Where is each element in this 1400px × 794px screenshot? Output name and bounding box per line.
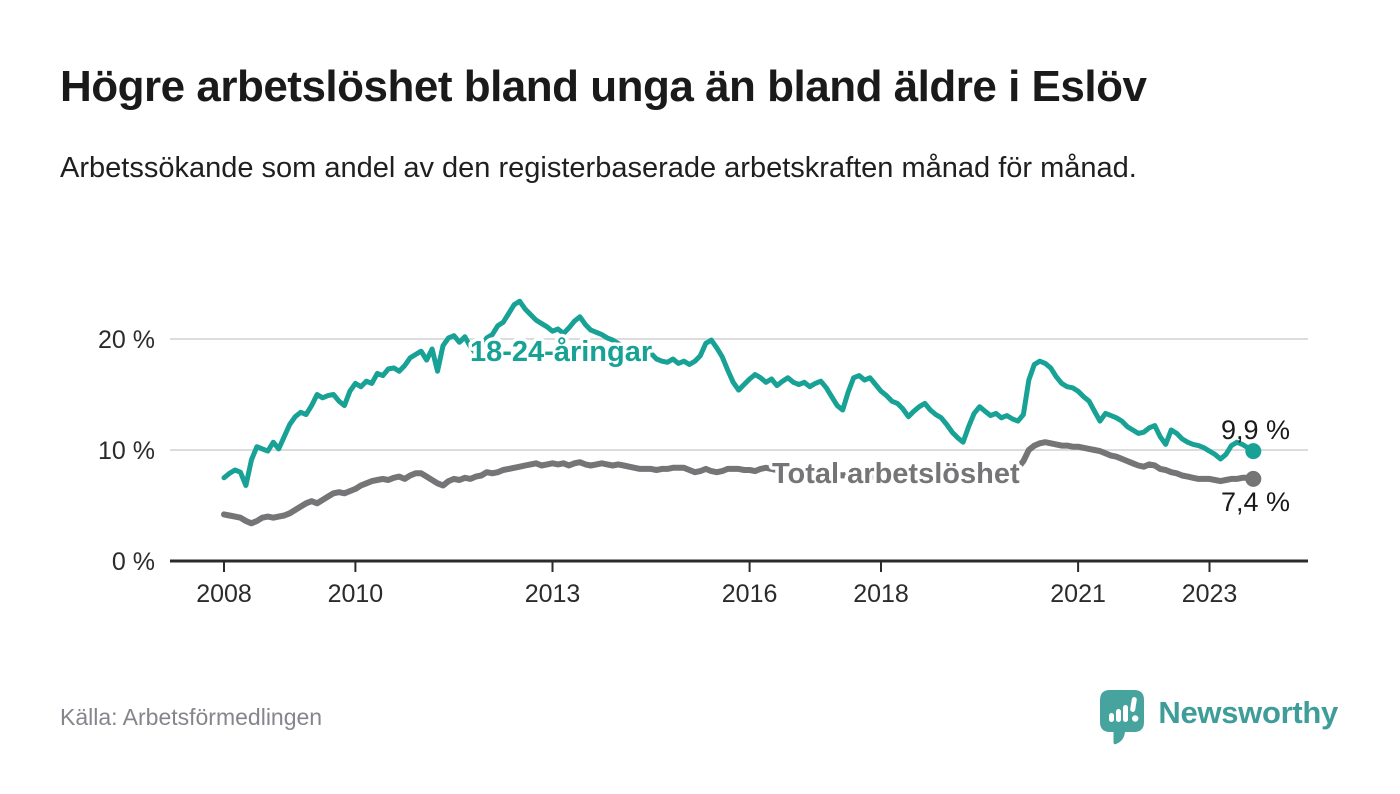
end-value-label-0: 9,9 % — [1221, 415, 1290, 445]
logo-exclamation-dot — [1132, 715, 1139, 722]
newsworthy-logo-text: Newsworthy — [1158, 695, 1338, 730]
series-line-0 — [221, 298, 1256, 488]
series-end-dot-1 — [1245, 470, 1262, 487]
series-end-dot-0 — [1245, 443, 1262, 460]
logo-exclamation-bar — [1130, 697, 1138, 712]
x-axis-label-2013: 2013 — [525, 580, 581, 608]
series-label-0: 18-24-åringar — [470, 336, 652, 368]
line-chart: 0 % 10 % 20 % 2008 2010 2013 2016 2018 2021 2023 1… — [0, 255, 1400, 615]
x-axis-label-2018: 2018 — [853, 580, 909, 608]
series-line-1 — [221, 439, 1257, 527]
x-axis-label-2010: 2010 — [328, 580, 384, 608]
chart-subtitle: Arbetssökande som andel av den registerb… — [60, 152, 1137, 184]
logo-bar-large — [1123, 705, 1129, 722]
y-axis-label-20: 20 % — [98, 326, 155, 354]
end-value-label-1: 7,4 % — [1221, 487, 1290, 517]
y-axis-label-10: 10 % — [98, 437, 155, 465]
logo-bar-medium — [1116, 709, 1122, 722]
y-axis-label-0: 0 % — [112, 548, 155, 576]
source-note: Källa: Arbetsförmedlingen — [60, 704, 323, 730]
x-axis-label-2016: 2016 — [722, 580, 778, 608]
x-axis-label-2008: 2008 — [196, 580, 252, 608]
x-axis-label-2023: 2023 — [1182, 580, 1238, 608]
x-axis-label-2021: 2021 — [1050, 580, 1106, 608]
chart-title: Högre arbetslöshet bland unga än bland ä… — [60, 62, 1147, 111]
newsworthy-logo-icon — [1100, 690, 1145, 745]
series-label-1: Total arbetslöshet — [772, 458, 1020, 490]
newsworthy-logo: Newsworthy — [1098, 684, 1338, 752]
unemployment-line-chart-svg: 0 % 10 % 20 % 2008 2010 2013 2016 2018 2021 2023 1… — [98, 298, 1308, 608]
logo-bar-small — [1109, 713, 1115, 722]
